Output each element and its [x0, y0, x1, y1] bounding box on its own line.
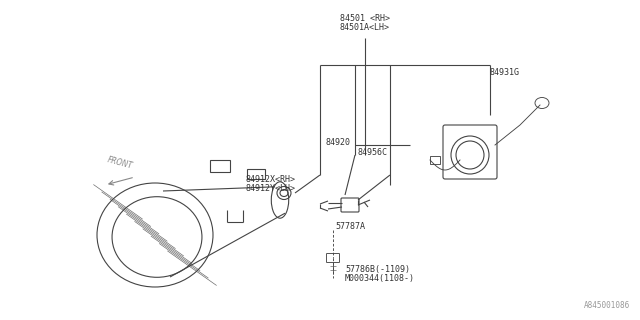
Text: 57787A: 57787A [335, 222, 365, 231]
Text: 84931G: 84931G [490, 68, 520, 77]
Text: FRONT: FRONT [106, 156, 134, 171]
Bar [210, 160, 230, 172]
Text: 84501A<LH>: 84501A<LH> [340, 23, 390, 32]
Text: 84956C: 84956C [358, 148, 388, 157]
Text: 84912Y<LH>: 84912Y<LH> [245, 184, 295, 193]
Bar [430, 156, 440, 164]
Text: 57786B(-1109): 57786B(-1109) [345, 265, 410, 274]
Text: A845001086: A845001086 [584, 301, 630, 310]
Text: 84912X<RH>: 84912X<RH> [245, 175, 295, 184]
Text: 84501 <RH>: 84501 <RH> [340, 14, 390, 23]
Bar [247, 169, 265, 179]
Text: M000344(1108-): M000344(1108-) [345, 274, 415, 283]
Text: 84920: 84920 [325, 138, 350, 147]
